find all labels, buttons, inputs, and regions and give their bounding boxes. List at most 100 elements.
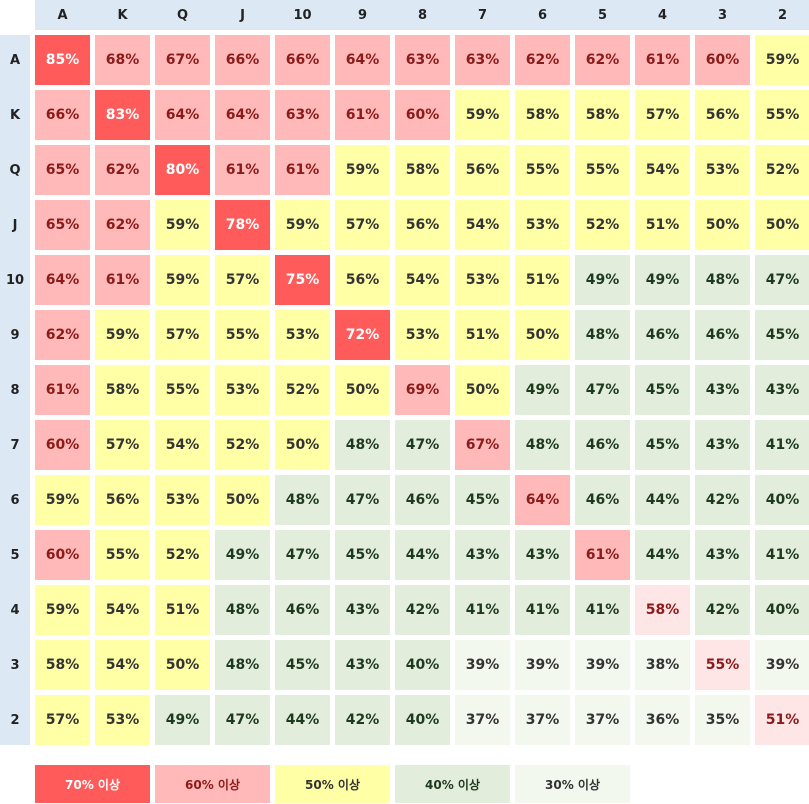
column-header: 4	[635, 0, 690, 30]
equity-cell: 59%	[755, 35, 809, 85]
equity-cell: 40%	[755, 585, 809, 635]
legend-item: 30% 이상	[515, 765, 630, 803]
equity-cell: 43%	[695, 365, 750, 415]
row-header: 2	[0, 695, 30, 745]
equity-cell: 75%	[275, 255, 330, 305]
equity-cell: 61%	[35, 365, 90, 415]
equity-cell: 45%	[335, 530, 390, 580]
equity-cell: 46%	[635, 310, 690, 360]
equity-cell: 50%	[695, 200, 750, 250]
equity-cell: 61%	[275, 145, 330, 195]
equity-cell: 52%	[575, 200, 630, 250]
equity-cell: 59%	[35, 475, 90, 525]
equity-cell: 57%	[95, 420, 150, 470]
equity-cell: 37%	[455, 695, 510, 745]
equity-cell: 72%	[335, 310, 390, 360]
equity-cell: 85%	[35, 35, 90, 85]
equity-cell: 48%	[515, 420, 570, 470]
row-header: 9	[0, 310, 30, 360]
equity-cell: 44%	[635, 475, 690, 525]
equity-cell: 56%	[455, 145, 510, 195]
equity-cell: 65%	[35, 200, 90, 250]
equity-cell: 39%	[515, 640, 570, 690]
equity-cell: 64%	[155, 90, 210, 140]
equity-cell: 55%	[755, 90, 809, 140]
equity-cell: 59%	[155, 255, 210, 305]
equity-cell: 54%	[395, 255, 450, 305]
equity-cell: 58%	[35, 640, 90, 690]
equity-cell: 48%	[335, 420, 390, 470]
row-header: 5	[0, 530, 30, 580]
equity-cell: 57%	[215, 255, 270, 305]
equity-cell: 43%	[515, 530, 570, 580]
row-header: J	[0, 200, 30, 250]
equity-cell: 61%	[215, 145, 270, 195]
equity-cell: 42%	[335, 695, 390, 745]
row-header: 7	[0, 420, 30, 470]
equity-cell: 56%	[695, 90, 750, 140]
equity-cell: 54%	[95, 640, 150, 690]
equity-cell: 37%	[575, 695, 630, 745]
column-header: 8	[395, 0, 450, 30]
legend-item: 40% 이상	[395, 765, 510, 803]
equity-cell: 54%	[155, 420, 210, 470]
equity-cell: 66%	[275, 35, 330, 85]
equity-cell: 62%	[35, 310, 90, 360]
equity-cell: 64%	[215, 90, 270, 140]
equity-cell: 47%	[575, 365, 630, 415]
equity-cell: 55%	[95, 530, 150, 580]
equity-cell: 49%	[515, 365, 570, 415]
equity-cell: 54%	[635, 145, 690, 195]
equity-cell: 66%	[215, 35, 270, 85]
equity-cell: 63%	[395, 35, 450, 85]
row-header: A	[0, 35, 30, 85]
equity-cell: 50%	[755, 200, 809, 250]
equity-cell: 56%	[335, 255, 390, 305]
equity-cell: 58%	[575, 90, 630, 140]
equity-cell: 41%	[515, 585, 570, 635]
equity-cell: 53%	[395, 310, 450, 360]
equity-cell: 46%	[395, 475, 450, 525]
equity-cell: 41%	[755, 420, 809, 470]
equity-cell: 58%	[95, 365, 150, 415]
equity-cell: 62%	[95, 145, 150, 195]
equity-cell: 67%	[155, 35, 210, 85]
equity-cell: 55%	[515, 145, 570, 195]
equity-cell: 47%	[395, 420, 450, 470]
equity-cell: 59%	[35, 585, 90, 635]
equity-cell: 48%	[695, 255, 750, 305]
equity-cell: 55%	[575, 145, 630, 195]
equity-cell: 43%	[335, 585, 390, 635]
equity-cell: 57%	[335, 200, 390, 250]
equity-cell: 52%	[155, 530, 210, 580]
equity-cell: 51%	[455, 310, 510, 360]
equity-cell: 51%	[515, 255, 570, 305]
equity-cell: 50%	[455, 365, 510, 415]
equity-cell: 64%	[335, 35, 390, 85]
equity-cell: 67%	[455, 420, 510, 470]
equity-cell: 40%	[395, 640, 450, 690]
equity-cell: 68%	[95, 35, 150, 85]
equity-cell: 59%	[455, 90, 510, 140]
equity-cell: 52%	[275, 365, 330, 415]
equity-cell: 58%	[635, 585, 690, 635]
column-header: 5	[575, 0, 630, 30]
equity-cell: 48%	[215, 640, 270, 690]
equity-cell: 64%	[35, 255, 90, 305]
equity-cell: 36%	[635, 695, 690, 745]
equity-cell: 55%	[695, 640, 750, 690]
equity-cell: 61%	[635, 35, 690, 85]
equity-cell: 62%	[95, 200, 150, 250]
equity-cell: 62%	[575, 35, 630, 85]
equity-cell: 49%	[575, 255, 630, 305]
column-header: 9	[335, 0, 390, 30]
equity-cell: 51%	[155, 585, 210, 635]
equity-cell: 64%	[515, 475, 570, 525]
equity-cell: 44%	[275, 695, 330, 745]
equity-cell: 39%	[755, 640, 809, 690]
equity-cell: 56%	[395, 200, 450, 250]
equity-cell: 44%	[395, 530, 450, 580]
equity-cell: 45%	[635, 420, 690, 470]
equity-cell: 45%	[275, 640, 330, 690]
